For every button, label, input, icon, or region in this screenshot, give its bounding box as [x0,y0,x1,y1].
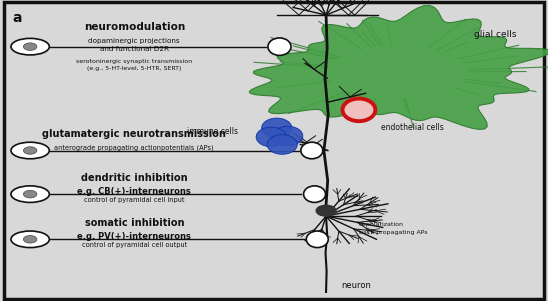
Text: endothelial cells: endothelial cells [381,123,444,132]
Text: neuromodulation: neuromodulation [84,22,185,32]
Circle shape [316,205,336,216]
Text: control of pyramidal cell output: control of pyramidal cell output [82,242,187,248]
Text: a: a [12,11,21,25]
Text: somatic inhibition: somatic inhibition [84,218,184,228]
FancyBboxPatch shape [4,2,544,299]
Ellipse shape [267,135,297,154]
Text: glial cells: glial cells [474,30,517,39]
Text: control of pyramidal cell input: control of pyramidal cell input [84,197,185,203]
Ellipse shape [342,99,375,121]
Ellipse shape [256,127,286,147]
Text: e.g. CB(+)-interneurons: e.g. CB(+)-interneurons [77,187,191,196]
Ellipse shape [24,43,37,50]
Text: depolarization: depolarization [359,222,404,227]
Ellipse shape [11,186,49,203]
Text: e.g. PV(+)-interneurons: e.g. PV(+)-interneurons [77,232,191,241]
Text: and functional D2R: and functional D2R [100,46,169,52]
Text: (e.g., 5-HT-level, 5-HTR, SERT): (e.g., 5-HT-level, 5-HTR, SERT) [87,66,181,71]
Ellipse shape [24,191,37,198]
Text: serotoninergic synaptic transmission: serotoninergic synaptic transmission [76,59,192,64]
Text: dendritic inhibition: dendritic inhibition [81,173,187,183]
Text: neuron: neuron [341,281,371,290]
Ellipse shape [273,126,302,146]
Ellipse shape [262,118,292,138]
Ellipse shape [301,142,323,159]
Ellipse shape [11,142,49,159]
Polygon shape [249,5,548,129]
Text: glutamatergic neurotransmission: glutamatergic neurotransmission [42,129,226,139]
Ellipse shape [306,231,328,247]
Text: anterograde propagating actionpotentials (APs): anterograde propagating actionpotentials… [54,144,214,151]
Text: back propagating APs: back propagating APs [359,230,427,235]
Ellipse shape [24,147,37,154]
Ellipse shape [11,231,49,247]
Text: immune cells: immune cells [187,127,238,136]
Ellipse shape [268,38,291,55]
Ellipse shape [304,186,326,203]
Ellipse shape [24,236,37,243]
Ellipse shape [11,38,49,55]
Text: dopaminergic projections: dopaminergic projections [88,38,180,44]
